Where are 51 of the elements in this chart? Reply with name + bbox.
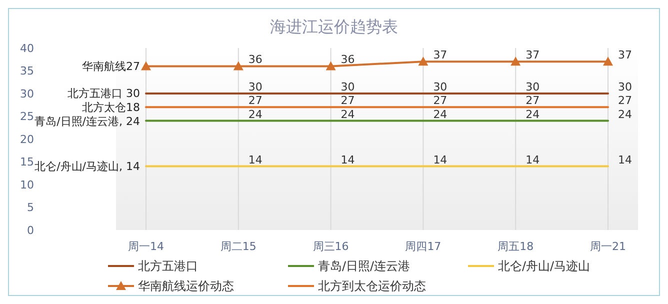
data-label: 24 (618, 108, 632, 121)
data-label: 14 (248, 153, 262, 166)
data-label: 27 (433, 94, 448, 108)
data-label: 36 (248, 53, 262, 66)
data-label: 14 (340, 153, 355, 166)
data-label: 24 (248, 108, 262, 121)
x-tick-label: 周一21 (590, 240, 626, 253)
data-label: 24 (433, 108, 448, 121)
legend-label: 青岛/日照/连云港 (318, 259, 410, 274)
x-tick-label: 周五18 (498, 240, 534, 253)
data-label: 30 (248, 80, 262, 94)
data-label: 30 (618, 80, 632, 94)
data-label: 37 (433, 48, 448, 62)
y-tick-label: 25 (20, 110, 34, 124)
data-label: 14 (618, 153, 632, 166)
chart-title: 海进江运价趋势表 (270, 17, 398, 36)
annotation: 北方五港口 30 (68, 86, 140, 100)
annotation: 华南航线27 (82, 60, 140, 73)
data-label: 14 (433, 153, 448, 166)
annotation: 北方太仓18 (82, 100, 140, 114)
data-label: 14 (526, 153, 540, 166)
data-label: 36 (340, 53, 355, 66)
data-label: 24 (526, 108, 540, 121)
y-tick-label: 40 (20, 42, 34, 55)
y-tick-label: 0 (27, 224, 34, 237)
legend-label: 北方五港口 (138, 259, 198, 274)
x-tick-label: 周一14 (128, 240, 164, 253)
y-tick-label: 35 (20, 64, 34, 78)
data-label: 30 (433, 80, 448, 94)
annotation: 青岛/日照/连云港, 24 (34, 114, 140, 128)
x-tick-label: 周三16 (312, 240, 349, 253)
data-label: 37 (618, 48, 632, 62)
x-tick-label: 周二15 (220, 240, 256, 253)
data-label: 24 (340, 108, 355, 121)
data-label: 27 (248, 94, 262, 108)
data-label: 30 (526, 80, 540, 94)
legend-label: 北仑/舟山/马迹山 (498, 259, 590, 274)
annotation: 北仑/舟山/马迹山, 14 (34, 160, 140, 173)
y-tick-label: 20 (20, 132, 34, 146)
x-tick-label: 周四17 (405, 240, 442, 253)
y-tick-label: 5 (27, 201, 34, 214)
y-tick-label: 30 (20, 87, 34, 100)
legend-label: 华南航线运价动态 (138, 279, 234, 294)
data-label: 37 (526, 48, 540, 62)
legend-label: 北方到太仓运价动态 (318, 279, 426, 294)
data-label: 27 (526, 94, 540, 108)
data-label: 27 (618, 94, 632, 108)
data-label: 27 (340, 94, 355, 108)
y-tick-label: 15 (20, 156, 34, 169)
y-tick-label: 10 (20, 178, 34, 192)
data-label: 30 (340, 80, 355, 94)
